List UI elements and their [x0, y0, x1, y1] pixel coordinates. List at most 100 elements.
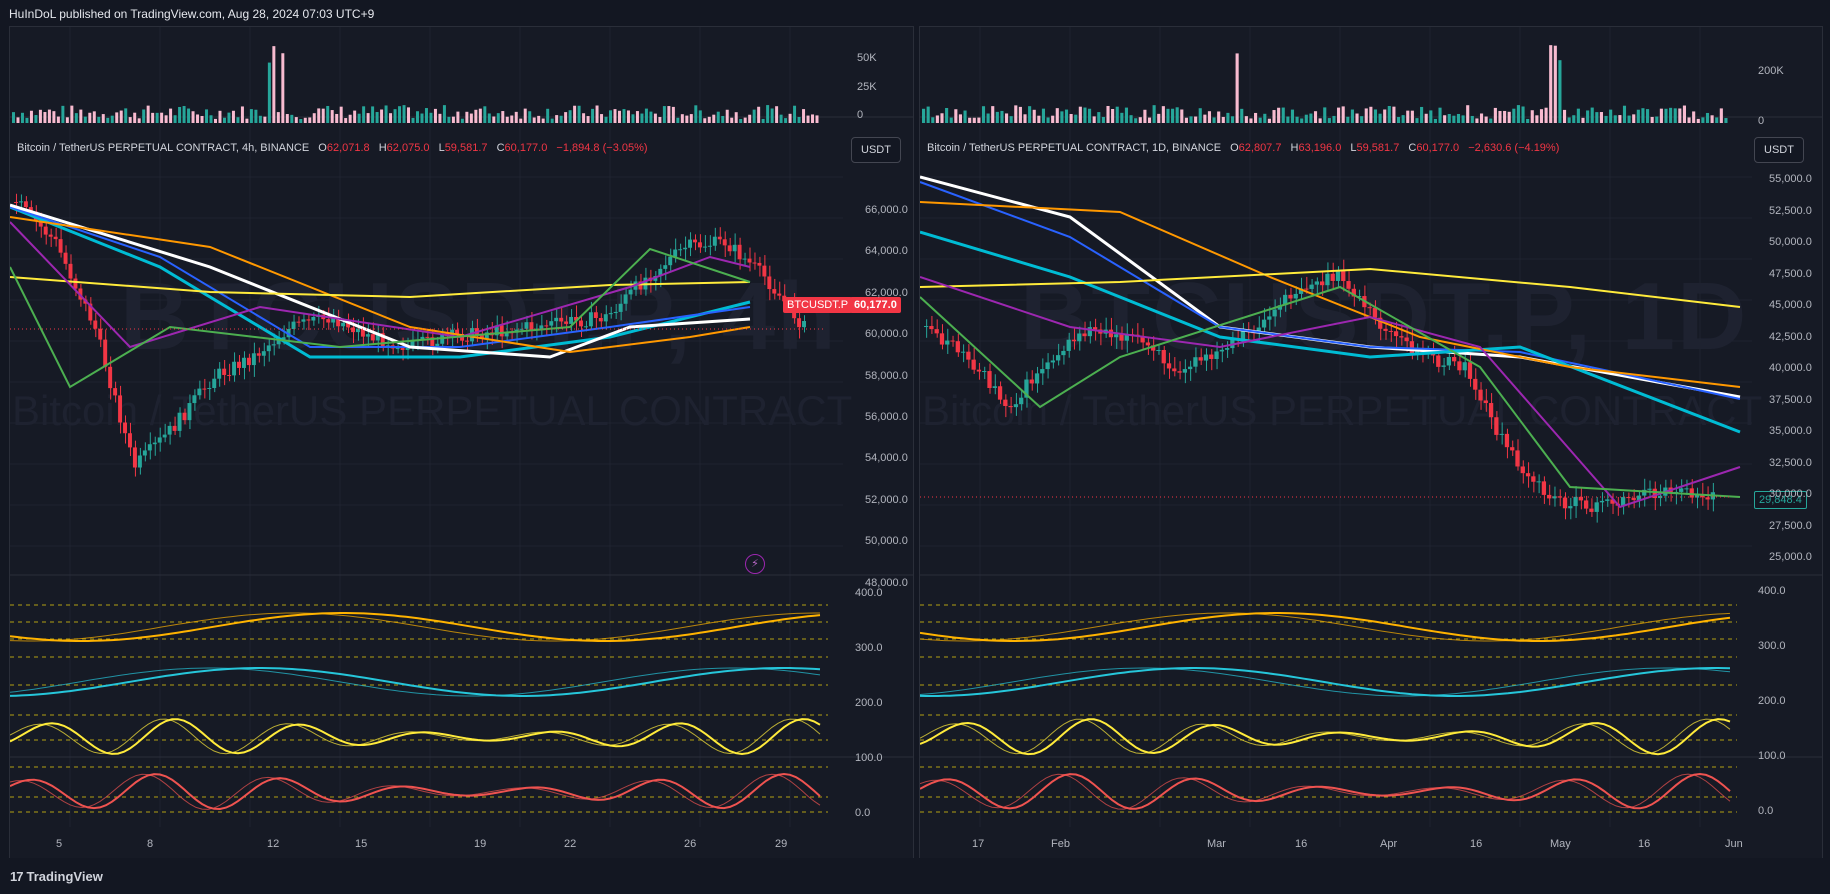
volume-bar	[523, 108, 527, 123]
volume-bar	[1456, 113, 1461, 123]
volume-bar	[1618, 115, 1622, 123]
volume-bar	[935, 115, 939, 123]
time-axis-label: 5	[56, 838, 63, 850]
candle-body	[1119, 334, 1124, 341]
volume-bar	[1069, 114, 1073, 123]
volume-bar	[573, 105, 577, 123]
price-axis-label: 37,500.0	[1769, 393, 1812, 406]
volume-bar	[1650, 116, 1654, 123]
volume-bar	[577, 105, 581, 123]
price-axis-label: 55,000.0	[1769, 173, 1812, 185]
candle-body	[924, 326, 929, 328]
volume-bar	[1599, 112, 1603, 123]
volume-bar	[541, 118, 545, 123]
right-legend-close-label: C	[1408, 142, 1417, 154]
candle-body	[455, 329, 460, 335]
volume-bar	[757, 106, 761, 123]
candle-body	[465, 340, 469, 342]
volume-bar	[276, 112, 280, 123]
volume-bar	[1041, 108, 1046, 123]
volume-bar	[79, 109, 83, 123]
candle-body	[608, 313, 613, 315]
volume-bar	[1295, 116, 1299, 123]
volume-bar	[1051, 115, 1055, 123]
candle-body	[306, 319, 311, 321]
tradingview-logo[interactable]: 17 TradingView	[10, 869, 103, 884]
volume-bar	[389, 113, 393, 123]
right-currency-button[interactable]: USDT	[1754, 137, 1804, 163]
volume-bar	[308, 117, 312, 123]
candle-body	[1409, 341, 1415, 354]
left-price-tag-value: 60,177.0	[850, 297, 901, 313]
volume-bar	[267, 62, 271, 123]
right-legend-close: 60,177.0	[1416, 142, 1460, 154]
right-legend-high: 63,196.0	[1298, 142, 1342, 154]
moving-average-line	[920, 230, 1741, 434]
volume-bar	[514, 111, 518, 123]
volume-bar	[1655, 116, 1659, 123]
volume-bar	[1115, 106, 1119, 123]
candle-body	[1277, 305, 1283, 310]
candle-body	[1510, 447, 1515, 451]
volume-bar	[1161, 106, 1165, 123]
volume-bar	[1258, 117, 1262, 123]
candle-body	[1568, 506, 1573, 509]
candle-body	[559, 317, 564, 322]
volume-bar	[56, 116, 60, 123]
volume-bar	[958, 114, 963, 123]
volume-bar	[146, 105, 150, 123]
candle-body	[380, 333, 385, 347]
oscillator-axis-label: 300.0	[1758, 640, 1786, 652]
oscillator-axis-label: 200.0	[1758, 695, 1786, 707]
right-chart-panel[interactable]: BTCUSDT.P, 1D Bitcoin / TetherUS PERPETU…	[919, 26, 1823, 860]
volume-bar	[739, 118, 743, 123]
right-legend-open: 62,807.7	[1238, 142, 1282, 154]
volume-bar	[326, 105, 330, 123]
volume-bar	[47, 109, 51, 123]
left-chart-panel[interactable]: BTCUSDT.P, 4h Bitcoin / TetherUS PERPETU…	[9, 26, 914, 860]
candle-body	[1515, 450, 1520, 467]
volume-bar	[716, 111, 720, 123]
candle-body	[529, 322, 534, 330]
volume-bar	[348, 114, 352, 123]
candle-body	[281, 337, 286, 340]
left-chart-canvas[interactable]	[10, 27, 913, 859]
volume-bar	[1175, 107, 1179, 123]
volume-bar	[721, 115, 725, 123]
candle-body	[707, 245, 712, 247]
candle-body	[1462, 362, 1467, 371]
volume-bar	[931, 117, 935, 123]
candle-body	[63, 252, 68, 264]
left-legend-open: 62,071.8	[326, 142, 370, 154]
time-axis-label: 17	[972, 838, 985, 850]
volume-bar	[1558, 60, 1562, 123]
volume-bar	[1364, 108, 1368, 123]
volume-bar	[101, 114, 105, 123]
volume-bar	[802, 109, 806, 123]
candle-body	[762, 265, 767, 277]
volume-bar	[1281, 107, 1285, 123]
left-currency-button[interactable]: USDT	[851, 137, 901, 163]
volume-bar	[258, 115, 262, 123]
volume-bar	[97, 116, 101, 123]
candle-body	[663, 265, 668, 269]
volume-bar	[110, 115, 114, 123]
candle-body	[1283, 294, 1288, 306]
candle-body	[1298, 288, 1304, 294]
volume-bar	[949, 117, 953, 123]
oscillator-line	[10, 667, 821, 697]
candle-body	[722, 239, 727, 246]
candle-body	[802, 320, 806, 328]
volume-bar	[402, 105, 406, 123]
time-axis-label: 12	[267, 838, 280, 850]
volume-bar	[214, 118, 217, 123]
right-legend-open-label: O	[1230, 142, 1239, 154]
candle-body	[583, 326, 588, 328]
volume-bar	[155, 112, 159, 123]
lightning-icon[interactable]: ⚡	[745, 554, 765, 574]
right-chart-canvas[interactable]	[920, 27, 1822, 859]
volume-bar	[34, 115, 38, 123]
volume-bar	[88, 112, 92, 123]
price-axis-label: 52,500.0	[1769, 204, 1812, 217]
volume-bar	[1420, 106, 1424, 123]
